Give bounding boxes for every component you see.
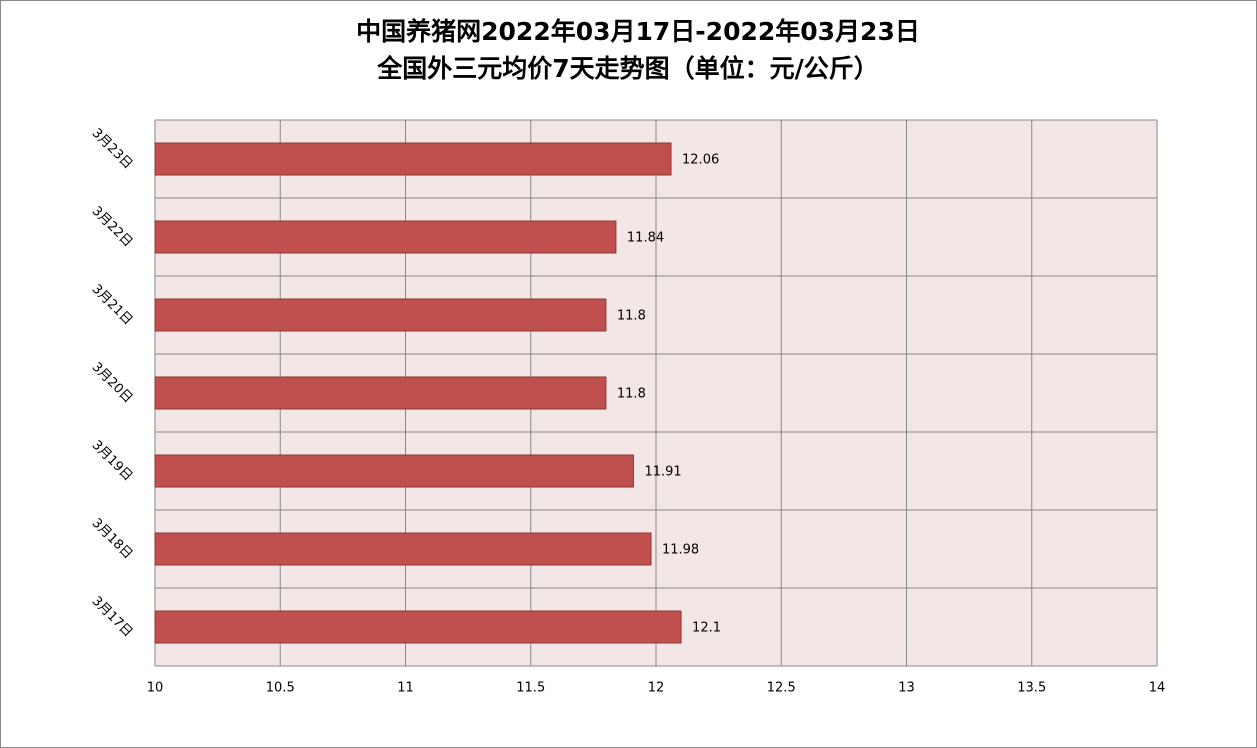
x-tick-label: 13.5 — [1017, 681, 1046, 696]
value-label: 11.8 — [617, 309, 646, 324]
x-tick-label: 14 — [1149, 681, 1166, 696]
bar — [154, 376, 607, 410]
value-label: 12.06 — [682, 153, 719, 168]
x-tick-label: 10 — [147, 681, 164, 696]
bar — [154, 610, 682, 644]
bar — [154, 220, 617, 254]
chart-title: 全国外三元均价7天走势图（单位：元/公斤） — [376, 54, 879, 83]
x-tick-label: 13 — [898, 681, 915, 696]
value-label: 11.84 — [627, 231, 664, 246]
bar — [154, 454, 634, 488]
x-tick-label: 12 — [648, 681, 665, 696]
value-label: 11.91 — [644, 465, 681, 480]
value-label: 11.8 — [617, 387, 646, 402]
bar — [154, 532, 652, 566]
chart-title: 中国养猪网2022年03月17日-2022年03月23日 — [356, 17, 920, 46]
x-tick-label: 11 — [397, 681, 414, 696]
x-tick-label: 11.5 — [516, 681, 545, 696]
x-tick-label: 10.5 — [266, 681, 295, 696]
value-label: 11.98 — [662, 543, 699, 558]
bar — [154, 142, 672, 176]
bar — [154, 298, 607, 332]
value-label: 12.1 — [692, 621, 721, 636]
x-tick-label: 12.5 — [767, 681, 796, 696]
